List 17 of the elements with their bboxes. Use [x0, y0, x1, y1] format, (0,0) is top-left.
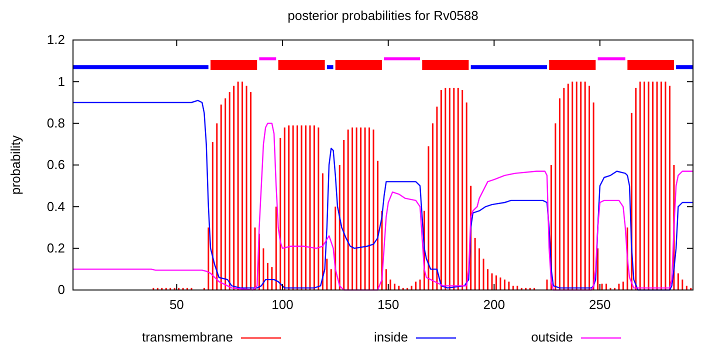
y-tick-label: 0.8 [46, 115, 65, 130]
y-axis-title: probability [8, 134, 23, 195]
y-tick-label: 0 [58, 282, 65, 298]
x-tick-label: 200 [483, 297, 505, 312]
chart-title: posterior probabilities for Rv0588 [288, 8, 478, 23]
y-tick-label: 1 [58, 74, 65, 89]
x-tick-label: 100 [272, 297, 294, 312]
legend-label: outside [531, 329, 573, 344]
x-tick-label: 250 [589, 297, 611, 312]
y-tick-label: 0.4 [46, 198, 65, 214]
x-tick-label: 50 [169, 297, 184, 312]
y-tick-label: 0.2 [46, 240, 65, 256]
legend-label: transmembrane [142, 329, 233, 344]
x-tick-label: 150 [377, 297, 400, 312]
y-tick-label: 1.2 [46, 32, 65, 48]
y-tick-label: 0.6 [46, 157, 65, 172]
legend-label: inside [374, 329, 408, 344]
